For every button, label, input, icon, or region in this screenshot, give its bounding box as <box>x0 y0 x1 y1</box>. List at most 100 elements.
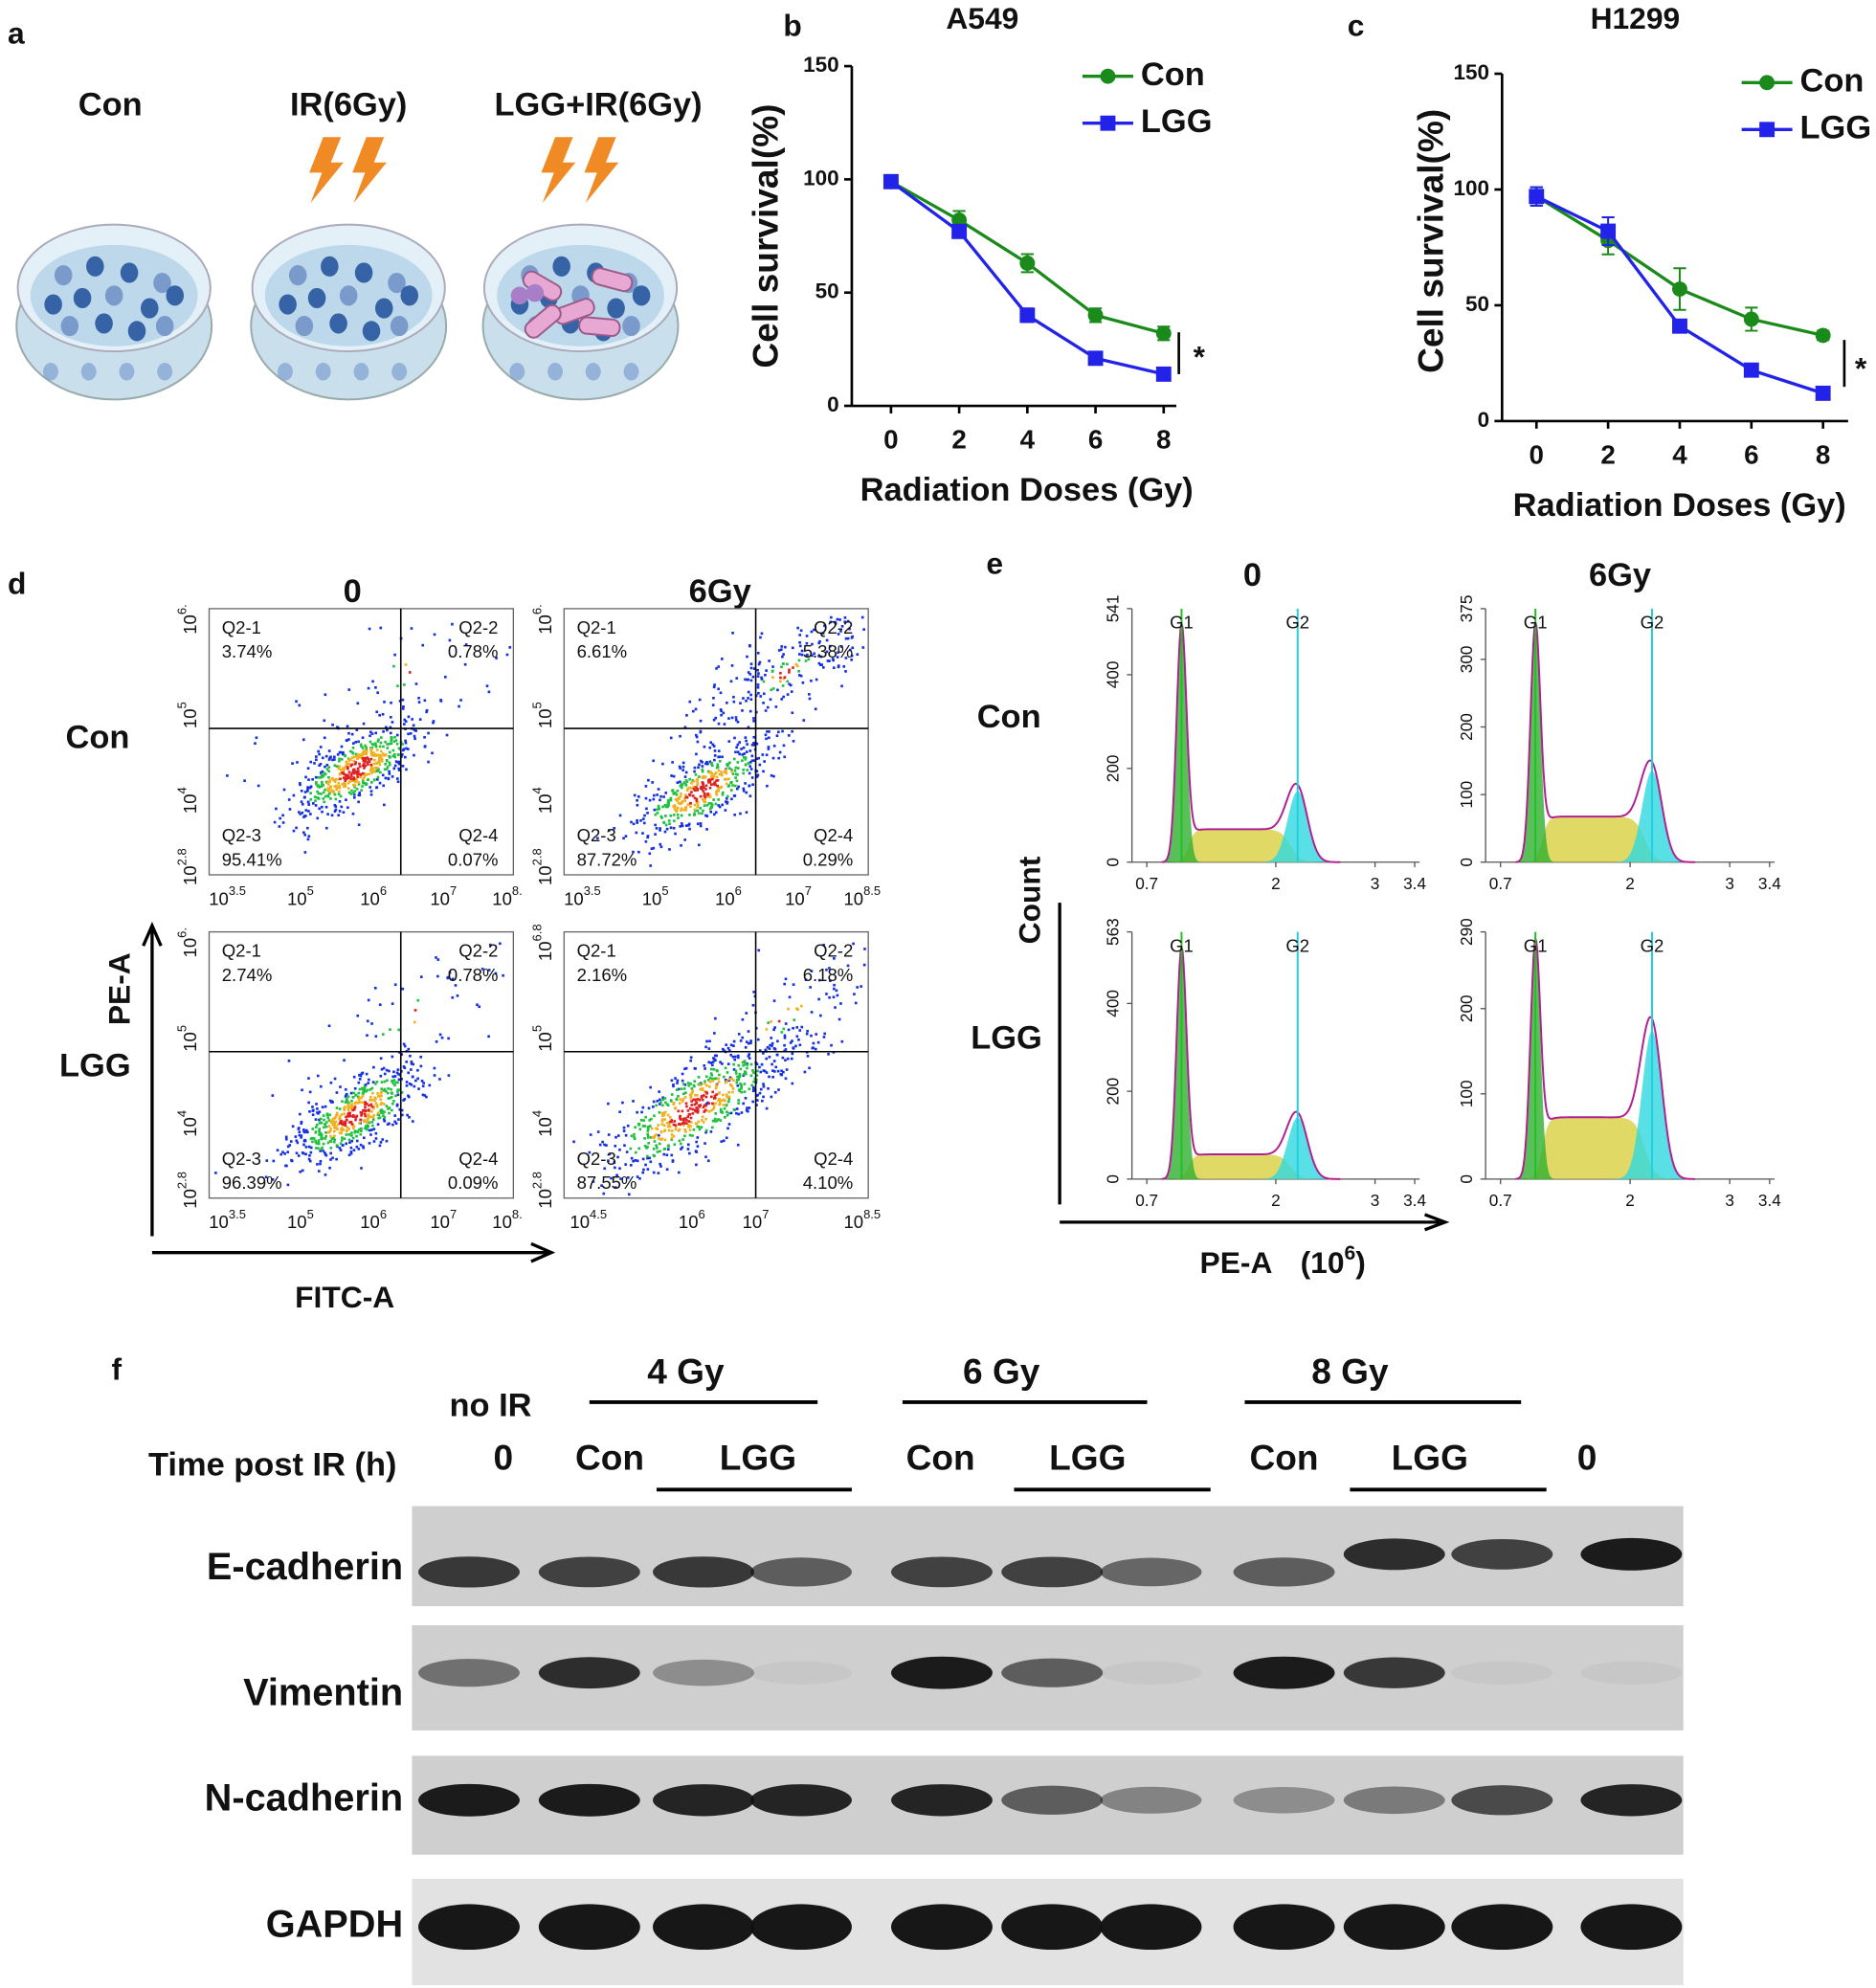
event-dot <box>782 653 785 656</box>
event-dot <box>347 762 351 766</box>
event-dot <box>254 742 257 746</box>
event-dot <box>712 1107 715 1110</box>
event-dot <box>309 792 312 794</box>
event-dot <box>353 790 356 793</box>
event-dot <box>371 1118 375 1122</box>
event-dot <box>743 1060 747 1062</box>
tick-base: 10 <box>535 614 555 635</box>
cell-bottom <box>509 362 525 381</box>
band <box>1343 1657 1445 1688</box>
event-dot <box>808 693 811 696</box>
event-dot <box>356 775 360 778</box>
event-dot <box>404 755 407 759</box>
event-dot <box>324 765 326 769</box>
event-dot <box>746 655 748 659</box>
event-dot <box>850 654 854 658</box>
event-dot <box>825 993 828 995</box>
event-dot <box>719 1061 722 1064</box>
event-dot <box>825 638 829 642</box>
event-dot <box>686 787 690 791</box>
event-dot <box>353 762 357 766</box>
event-dot <box>384 776 388 780</box>
event-dot <box>667 1144 670 1148</box>
band <box>418 1783 520 1817</box>
event-dot <box>374 1097 377 1101</box>
event-dot <box>367 1109 369 1112</box>
event-dot <box>731 631 734 635</box>
event-dot <box>765 669 768 672</box>
event-dot <box>765 1106 769 1110</box>
band <box>538 1556 640 1588</box>
event-dot <box>723 777 726 781</box>
event-dot <box>358 765 362 769</box>
event-dot <box>832 666 836 670</box>
g2-peak <box>1161 791 1341 862</box>
event-dot <box>285 1164 288 1168</box>
event-dot <box>297 1128 301 1130</box>
event-dot <box>663 830 667 834</box>
event-dot <box>758 1049 762 1052</box>
event-dot <box>339 1149 343 1151</box>
event-dot <box>364 1103 367 1106</box>
event-dot <box>641 1157 645 1161</box>
event-dot <box>659 1162 662 1166</box>
event-dot <box>389 726 392 729</box>
event-dot <box>485 684 489 688</box>
tick-exponent: 5 <box>530 702 545 708</box>
event-dot <box>768 736 770 740</box>
event-dot <box>770 773 773 777</box>
y-tick-label: 100 <box>1454 176 1490 200</box>
event-dot <box>335 1091 339 1094</box>
event-dot <box>682 1092 685 1096</box>
event-dot <box>708 780 712 784</box>
event-dot <box>613 1161 616 1164</box>
x-tick-label: 0.7 <box>1489 874 1512 893</box>
event-dot <box>658 1137 660 1140</box>
event-dot <box>302 831 305 835</box>
event-dot <box>381 712 385 716</box>
tick-exponent: 6. <box>175 604 190 614</box>
event-dot <box>371 680 374 683</box>
event-dot <box>704 1108 707 1112</box>
event-dot <box>333 755 336 759</box>
event-dot <box>317 784 321 787</box>
event-dot <box>699 1083 702 1087</box>
event-dot <box>727 1097 731 1101</box>
event-dot <box>375 1105 379 1108</box>
event-dot <box>741 759 744 762</box>
event-dot <box>727 740 731 743</box>
event-dot <box>693 1103 697 1106</box>
event-dot <box>278 825 281 828</box>
point <box>1815 327 1831 344</box>
event-dot <box>731 1087 735 1090</box>
event-dot <box>814 1047 817 1051</box>
event-dot <box>636 818 638 822</box>
event-dot <box>354 761 358 764</box>
event-dot <box>448 971 452 974</box>
event-dot <box>772 1060 776 1062</box>
event-dot <box>776 688 779 692</box>
event-dot <box>745 739 748 743</box>
event-dot <box>757 691 760 695</box>
event-dot <box>671 761 674 764</box>
event-dot <box>320 1135 324 1138</box>
event-dot <box>387 1086 390 1090</box>
event-dot <box>817 978 821 982</box>
event-dot <box>329 1127 332 1130</box>
event-dot <box>656 1147 659 1150</box>
x-tick-label: 103.5 <box>209 1207 246 1232</box>
event-dot <box>710 1126 714 1129</box>
event-dot <box>708 760 712 764</box>
event-dot <box>487 1035 490 1039</box>
event-dot <box>371 1115 375 1119</box>
event-dot <box>377 738 380 742</box>
event-dot <box>365 752 368 756</box>
event-dot <box>704 788 707 791</box>
event-dot <box>393 755 396 759</box>
event-dot <box>785 1068 789 1071</box>
event-dot <box>705 1039 708 1043</box>
y-tick-label: 200 <box>1104 755 1123 783</box>
event-dot <box>286 1183 290 1187</box>
event-dot <box>746 1106 748 1109</box>
event-dot <box>721 755 724 759</box>
